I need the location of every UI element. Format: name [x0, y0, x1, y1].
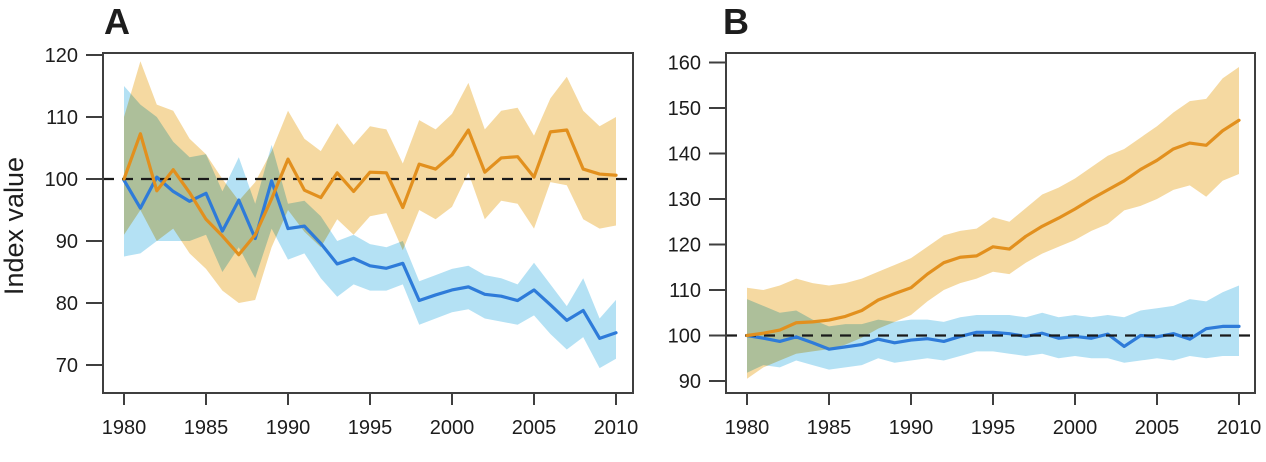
panel-b-orange-confidence-band: [747, 67, 1239, 379]
panel-a-x-tick-label: 1990: [266, 417, 311, 439]
panel-b-y-tick-label: 150: [668, 98, 701, 120]
panel-a-x-tick-label: 1985: [184, 417, 229, 439]
panel-a-blue-confidence-band: [124, 86, 616, 369]
panel-a-x-tick-label: 2000: [430, 417, 475, 439]
panel-a-title: A: [104, 1, 130, 42]
panel-b-y-tick-label: 90: [679, 371, 701, 393]
panel-b-x-tick-label: 1990: [889, 417, 934, 439]
panel-a-y-tick-label: 70: [56, 355, 78, 377]
panel-a-y-tick-label: 90: [56, 231, 78, 253]
panel-b-orange-line: [745, 118, 1241, 338]
panel-b-x-tick-label: 2000: [1053, 417, 1098, 439]
panel-a-blue-line: [122, 175, 618, 340]
panel-a-x-tick-label: 1980: [102, 417, 147, 439]
panel-b-x-tick-label: 1985: [807, 417, 852, 439]
panel-a-y-tick-label: 100: [45, 169, 78, 191]
panel-a-y-tick-label: 120: [45, 45, 78, 67]
panel-a-plot-box: [102, 52, 634, 394]
panel-a-y-tick-label: 110: [46, 107, 78, 129]
panel-b-title: B: [723, 1, 749, 42]
panel-b-y-tick-label: 160: [668, 53, 701, 75]
panel-b-blue-line: [745, 324, 1241, 351]
panel-b-x-tick-label: 2010: [1217, 417, 1262, 439]
panel-b-y-tick-label: 100: [668, 326, 701, 348]
panel-a-x-tick-label: 2010: [594, 417, 639, 439]
panel-b-y-tick-label: 140: [668, 144, 701, 166]
panel-a-orange-line: [122, 128, 618, 257]
panel-b-x-tick-label: 2005: [1135, 417, 1180, 439]
panel-a-x-tick-label: 1995: [348, 417, 393, 439]
panel-b-y-tick-label: 110: [669, 280, 701, 302]
panel-b-blue-confidence-band: [747, 285, 1239, 373]
panel-a-x-tick-label: 2005: [512, 417, 557, 439]
panel-b-x-tick-label: 1995: [971, 417, 1016, 439]
panel-a-y-tick-label: 80: [56, 293, 78, 315]
panel-b-y-tick-label: 120: [668, 235, 701, 257]
panel-b-plot-box: [725, 52, 1256, 394]
panel-b-y-tick-label: 130: [668, 189, 701, 211]
panel-b-x-tick-label: 1980: [725, 417, 770, 439]
